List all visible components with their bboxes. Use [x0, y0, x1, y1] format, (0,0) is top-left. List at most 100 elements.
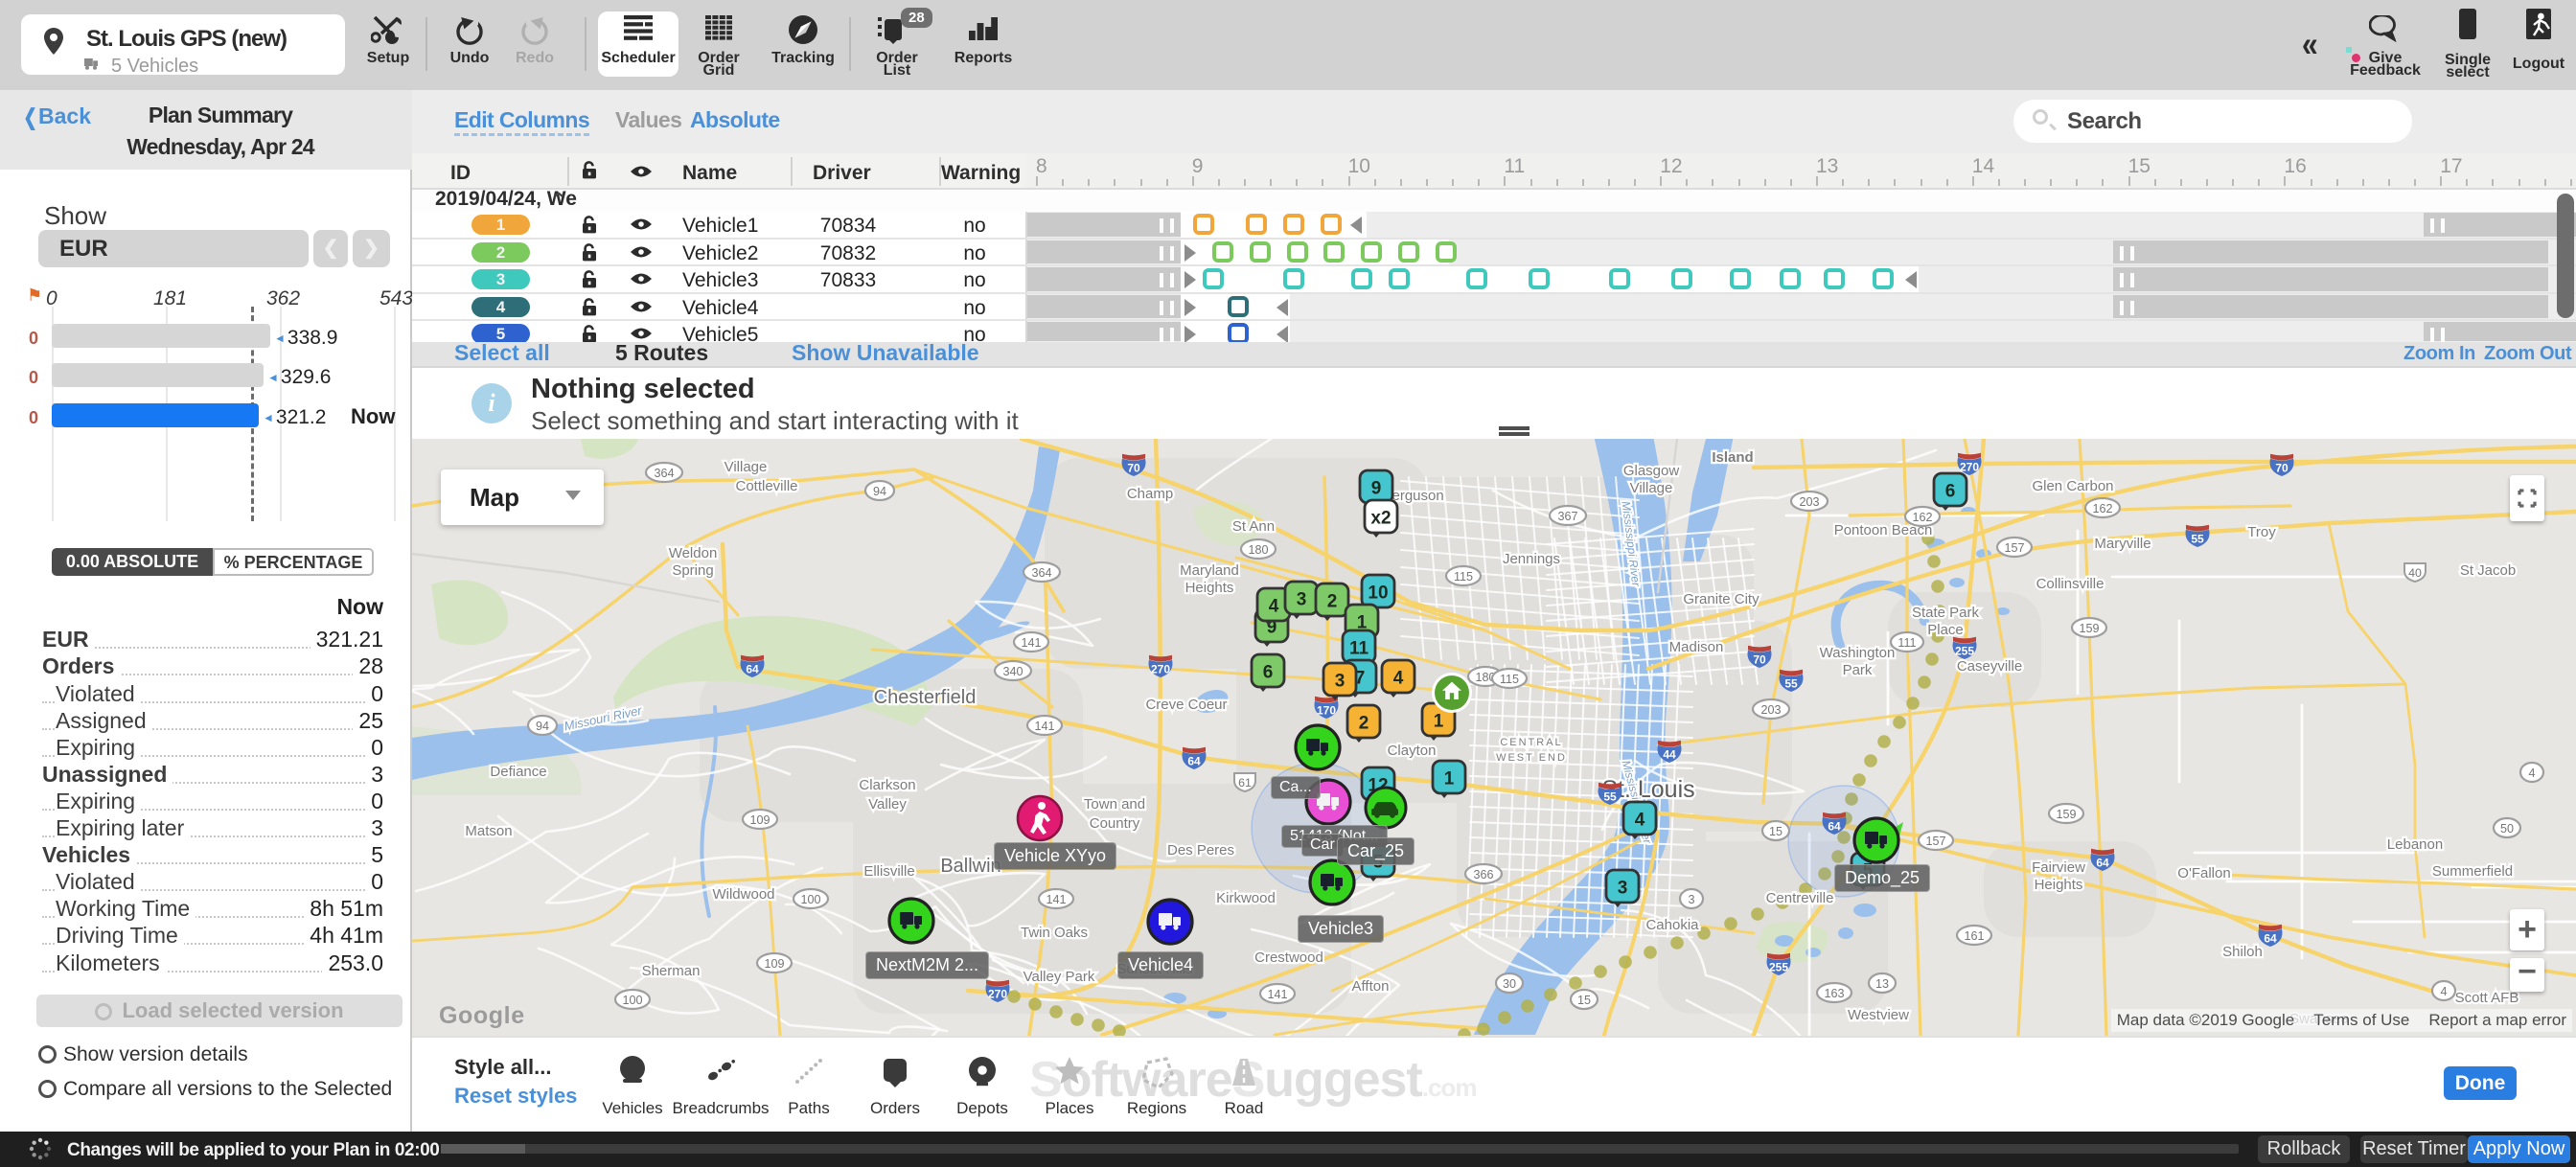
svg-text:1: 1	[1434, 712, 1444, 732]
svg-text:9: 9	[1267, 618, 1277, 638]
svg-text:Wildwood: Wildwood	[712, 886, 774, 903]
svg-text:Fairview: Fairview	[2032, 859, 2085, 876]
svg-text:64: 64	[1187, 755, 1201, 768]
svg-text:Lebanon: Lebanon	[2387, 836, 2443, 853]
svg-text:64: 64	[2264, 932, 2277, 946]
svg-text:55: 55	[2191, 533, 2204, 546]
svg-text:Country: Country	[1090, 815, 1140, 832]
svg-text:O'Fallon: O'Fallon	[2177, 865, 2230, 881]
svg-text:State Park: State Park	[1912, 605, 1980, 621]
svg-text:141: 141	[1034, 720, 1054, 733]
svg-text:203: 203	[1799, 495, 1819, 509]
svg-text:15: 15	[1577, 994, 1591, 1007]
svg-text:4: 4	[1269, 597, 1279, 617]
svg-text:Washington: Washington	[1820, 645, 1896, 661]
svg-text:Troy: Troy	[2247, 524, 2276, 540]
svg-text:Glasgow: Glasgow	[1623, 463, 1680, 479]
svg-text:4: 4	[2440, 985, 2447, 998]
svg-text:Creve Coeur: Creve Coeur	[1145, 697, 1227, 713]
svg-text:13: 13	[1875, 977, 1889, 991]
svg-text:159: 159	[2056, 808, 2076, 821]
svg-text:367: 367	[1557, 510, 1577, 523]
svg-text:157: 157	[2004, 541, 2024, 555]
svg-text:6: 6	[1945, 482, 1956, 502]
svg-text:9: 9	[1371, 479, 1382, 499]
svg-text:64: 64	[1828, 820, 1841, 834]
svg-text:364: 364	[654, 467, 674, 480]
svg-text:Ballwin: Ballwin	[940, 856, 1000, 877]
svg-text:Champ: Champ	[1127, 486, 1173, 502]
svg-text:340: 340	[1002, 665, 1023, 678]
svg-text:10: 10	[1368, 584, 1388, 604]
svg-text:Glen Carbon: Glen Carbon	[2032, 478, 2113, 494]
svg-text:Spring: Spring	[672, 562, 713, 579]
svg-text:Centreville: Centreville	[1766, 890, 1834, 906]
svg-text:55: 55	[1784, 677, 1798, 691]
svg-text:CENTRAL: CENTRAL	[1500, 737, 1562, 748]
svg-text:109: 109	[764, 957, 784, 971]
svg-text:111: 111	[1898, 636, 1916, 650]
svg-text:270: 270	[988, 988, 1007, 1001]
svg-text:6: 6	[1263, 663, 1274, 683]
svg-text:Maryland: Maryland	[1180, 562, 1239, 579]
svg-text:Collinsville: Collinsville	[2036, 576, 2104, 592]
svg-text:7: 7	[1355, 669, 1366, 689]
svg-text:4: 4	[1393, 669, 1404, 689]
svg-text:Kirkwood: Kirkwood	[1216, 890, 1276, 906]
svg-text:Valley: Valley	[868, 796, 907, 812]
svg-text:Crestwood: Crestwood	[1254, 950, 1323, 966]
svg-text:3: 3	[1688, 893, 1694, 906]
svg-text:70: 70	[2275, 462, 2288, 475]
svg-text:Cahokia: Cahokia	[1645, 917, 1699, 933]
svg-text:1: 1	[1357, 613, 1368, 633]
svg-text:159: 159	[2079, 622, 2099, 635]
svg-text:203: 203	[1760, 703, 1781, 717]
svg-text:364: 364	[1031, 566, 1051, 580]
svg-text:270: 270	[1960, 461, 1979, 474]
svg-text:141: 141	[1046, 893, 1066, 906]
svg-text:Maryville: Maryville	[2094, 536, 2150, 552]
svg-text:Jennings: Jennings	[1503, 551, 1560, 567]
svg-text:94: 94	[873, 485, 886, 498]
svg-text:Sherman: Sherman	[642, 963, 701, 979]
svg-text:Heights: Heights	[1185, 580, 1234, 596]
svg-text:70: 70	[1753, 653, 1766, 667]
svg-text:Town and: Town and	[1084, 796, 1145, 812]
svg-text:30: 30	[1503, 977, 1516, 991]
svg-text:50: 50	[2500, 822, 2514, 835]
svg-text:Village: Village	[1630, 480, 1673, 496]
svg-text:255: 255	[1955, 645, 1974, 658]
svg-text:180: 180	[1475, 671, 1495, 684]
svg-text:Park: Park	[1843, 662, 1873, 678]
svg-text:Affton: Affton	[1352, 978, 1390, 995]
svg-text:Ellisville: Ellisville	[863, 863, 914, 880]
svg-text:Village: Village	[724, 459, 768, 475]
svg-text:162: 162	[2092, 502, 2112, 515]
svg-text:94: 94	[536, 720, 549, 733]
svg-text:61: 61	[1238, 776, 1252, 789]
svg-text:270: 270	[1151, 663, 1170, 676]
svg-text:Caseyville: Caseyville	[1957, 658, 2022, 675]
svg-text:2: 2	[1327, 592, 1338, 612]
svg-text:3: 3	[1618, 879, 1628, 899]
svg-text:Twin Oaks: Twin Oaks	[1021, 925, 1088, 941]
svg-text:100: 100	[622, 994, 642, 1007]
svg-text:55: 55	[1603, 790, 1617, 804]
svg-text:15: 15	[1769, 825, 1782, 838]
svg-text:161: 161	[1964, 929, 1984, 943]
svg-text:44: 44	[1663, 748, 1676, 762]
svg-text:3: 3	[1335, 672, 1346, 692]
svg-text:109: 109	[749, 813, 770, 827]
svg-text:40: 40	[2408, 566, 2422, 580]
svg-text:170: 170	[1317, 704, 1336, 718]
svg-text:Heights: Heights	[2035, 877, 2083, 893]
svg-text:Madison: Madison	[1669, 639, 1724, 655]
svg-text:1: 1	[1444, 769, 1455, 789]
svg-text:Place: Place	[1927, 622, 1964, 638]
svg-text:366: 366	[1473, 868, 1493, 881]
svg-text:180: 180	[1248, 543, 1268, 557]
svg-text:St Jacob: St Jacob	[2460, 562, 2516, 579]
svg-text:11: 11	[1349, 639, 1369, 659]
svg-text:115: 115	[1500, 673, 1519, 686]
svg-text:141: 141	[1267, 988, 1287, 1001]
